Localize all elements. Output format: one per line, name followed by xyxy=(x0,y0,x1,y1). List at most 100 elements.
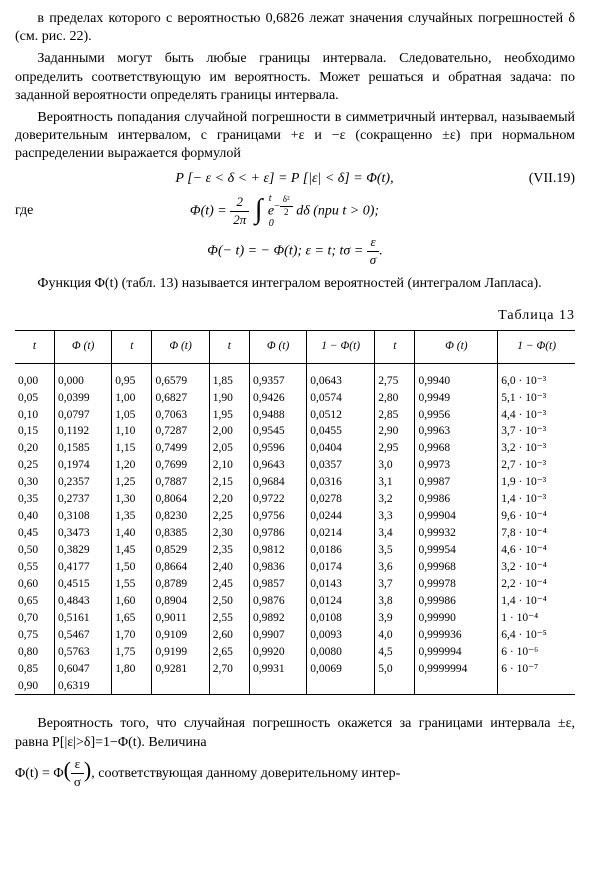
table-cell: 0,99954 xyxy=(415,542,498,559)
table-cell: 2,20 xyxy=(209,491,249,508)
table-cell: 0,99968 xyxy=(415,559,498,576)
th-0: t xyxy=(15,330,54,363)
table-cell: 0,9907 xyxy=(249,627,306,644)
table-cell xyxy=(249,678,306,695)
table-cell: 0,000 xyxy=(54,363,111,389)
table-cell: 0,0108 xyxy=(307,610,375,627)
table-cell: 0,9968 xyxy=(415,440,498,457)
table-cell: 0,5467 xyxy=(54,627,111,644)
para-6-suffix: , соответствующая данному доверительному… xyxy=(91,766,400,781)
table-row: 0,650,48431,600,89042,500,98760,01243,80… xyxy=(15,593,575,610)
th-2: t xyxy=(112,330,152,363)
table-cell: 2,80 xyxy=(375,390,415,407)
table-cell: 1,55 xyxy=(112,576,152,593)
table-cell: 0,7499 xyxy=(152,440,209,457)
table-cell: 1,50 xyxy=(112,559,152,576)
table-cell: 0,7063 xyxy=(152,407,209,424)
table-cell: 5,1 · 10⁻³ xyxy=(498,390,575,407)
table-cell: 2,05 xyxy=(209,440,249,457)
table-cell: 3,7 · 10⁻³ xyxy=(498,423,575,440)
table-cell: 1,95 xyxy=(209,407,249,424)
table-cell: 7,8 · 10⁻⁴ xyxy=(498,525,575,542)
table-row: 0,450,34731,400,83852,300,97860,02143,40… xyxy=(15,525,575,542)
table-cell: 0,9722 xyxy=(249,491,306,508)
th-5: Φ (t) xyxy=(249,330,306,363)
table-cell: 0,9836 xyxy=(249,559,306,576)
table-cell: 0,5763 xyxy=(54,644,111,661)
table-row: 0,200,15851,150,74992,050,95960,04042,95… xyxy=(15,440,575,457)
th-7: t xyxy=(375,330,415,363)
table-cell: 0,6827 xyxy=(152,390,209,407)
table-cell xyxy=(415,678,498,695)
table-row: 0,800,57631,750,91992,650,99200,00804,50… xyxy=(15,644,575,661)
table-cell: 0,9756 xyxy=(249,508,306,525)
table-cell: 0,9876 xyxy=(249,593,306,610)
table-cell: 0,9545 xyxy=(249,423,306,440)
table-cell: 0,9109 xyxy=(152,627,209,644)
th-3: Φ (t) xyxy=(152,330,209,363)
table-cell: 0,1974 xyxy=(54,457,111,474)
table-row: 0,000,0000,950,65791,850,93570,06432,750… xyxy=(15,363,575,389)
table-cell: 0,25 xyxy=(15,457,54,474)
table-cell: 0,0080 xyxy=(307,644,375,661)
table-cell: 2,55 xyxy=(209,610,249,627)
table-cell: 9,6 · 10⁻⁴ xyxy=(498,508,575,525)
th-9: 1 − Φ(t) xyxy=(498,330,575,363)
table-cell: 0,1585 xyxy=(54,440,111,457)
formula-eq2-post: dδ (при t > 0); xyxy=(296,203,379,218)
table-cell: 0,9999994 xyxy=(415,661,498,678)
table-cell: 0,0069 xyxy=(307,661,375,678)
table-cell: 1,20 xyxy=(112,457,152,474)
table-cell: 1,4 · 10⁻³ xyxy=(498,491,575,508)
table-cell: 0,6319 xyxy=(54,678,111,695)
table-row: 0,350,27371,300,80642,200,97220,02783,20… xyxy=(15,491,575,508)
table-cell: 0,99978 xyxy=(415,576,498,593)
table-cell: 0,0186 xyxy=(307,542,375,559)
table-cell: 0,8230 xyxy=(152,508,209,525)
table-cell: 0,0512 xyxy=(307,407,375,424)
table-cell: 6 · 10⁻⁷ xyxy=(498,661,575,678)
table-cell: 3,8 xyxy=(375,593,415,610)
para-6-prefix: Φ(t) = Φ xyxy=(15,766,64,781)
table-cell: 0,3473 xyxy=(54,525,111,542)
table-cell: 0,5161 xyxy=(54,610,111,627)
table-row: 0,150,11921,100,72872,000,95450,04552,90… xyxy=(15,423,575,440)
table-cell: 0,0357 xyxy=(307,457,375,474)
table-cell: 0,6579 xyxy=(152,363,209,389)
table-cell: 2,75 xyxy=(375,363,415,389)
table-cell: 0,2357 xyxy=(54,474,111,491)
table-cell xyxy=(209,678,249,695)
table-cell: 0,9684 xyxy=(249,474,306,491)
table-cell: 2,50 xyxy=(209,593,249,610)
table-cell: 2,25 xyxy=(209,508,249,525)
table-cell: 0,99904 xyxy=(415,508,498,525)
table-cell: 0,05 xyxy=(15,390,54,407)
table-cell: 2,70 xyxy=(209,661,249,678)
table-cell: 3,2 · 10⁻³ xyxy=(498,440,575,457)
table-cell: 4,0 xyxy=(375,627,415,644)
table-cell: 3,7 xyxy=(375,576,415,593)
table-cell: 0,9963 xyxy=(415,423,498,440)
table-cell: 0,35 xyxy=(15,491,54,508)
table-cell: 0,90 xyxy=(15,678,54,695)
table-cell: 3,4 xyxy=(375,525,415,542)
table-cell: 0,9857 xyxy=(249,576,306,593)
table-row: 0,850,60471,800,92812,700,99310,00695,00… xyxy=(15,661,575,678)
table-cell: 1,85 xyxy=(209,363,249,389)
table-cell: 0,999994 xyxy=(415,644,498,661)
table-cell: 5,0 xyxy=(375,661,415,678)
table-cell: 0,85 xyxy=(15,661,54,678)
table-cell: 2,45 xyxy=(209,576,249,593)
table-cell: 0,95 xyxy=(112,363,152,389)
table-row: 0,700,51611,650,90112,550,98920,01083,90… xyxy=(15,610,575,627)
table-cell: 1,05 xyxy=(112,407,152,424)
table-cell: 6,4 · 10⁻⁵ xyxy=(498,627,575,644)
table-cell: 0,2737 xyxy=(54,491,111,508)
table-cell: 0,8904 xyxy=(152,593,209,610)
table-cell: 0,7287 xyxy=(152,423,209,440)
table-cell: 0,8064 xyxy=(152,491,209,508)
table-cell: 4,4 · 10⁻³ xyxy=(498,407,575,424)
table-cell: 2,35 xyxy=(209,542,249,559)
table-cell: 2,2 · 10⁻⁴ xyxy=(498,576,575,593)
formula-eq2-pre: Φ(t) = xyxy=(190,203,230,218)
